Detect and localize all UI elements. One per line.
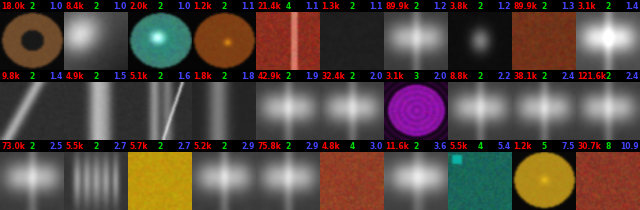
- Text: 2.9: 2.9: [305, 142, 319, 151]
- Text: 5.5k: 5.5k: [449, 142, 468, 151]
- Text: 2.4: 2.4: [625, 72, 639, 81]
- Text: 3.8k: 3.8k: [449, 2, 468, 11]
- Text: 18.0k: 18.0k: [1, 2, 25, 11]
- Text: 3.1k: 3.1k: [577, 2, 596, 11]
- Text: 1.8: 1.8: [241, 72, 255, 81]
- Text: 1.9: 1.9: [305, 72, 319, 81]
- Text: 4: 4: [285, 2, 291, 11]
- Text: 2: 2: [605, 72, 611, 81]
- Text: 9.8k: 9.8k: [1, 72, 20, 81]
- Text: 1.2k: 1.2k: [193, 2, 212, 11]
- Text: 1.2: 1.2: [433, 2, 447, 11]
- Text: 5.5k: 5.5k: [65, 142, 84, 151]
- Text: 2: 2: [93, 2, 99, 11]
- Text: 11.6k: 11.6k: [385, 142, 409, 151]
- Text: 73.0k: 73.0k: [1, 142, 25, 151]
- Text: 2: 2: [157, 72, 163, 81]
- Text: 2: 2: [477, 72, 483, 81]
- Text: 89.9k: 89.9k: [385, 2, 409, 11]
- Text: 2: 2: [541, 2, 547, 11]
- Text: 8.4k: 8.4k: [65, 2, 84, 11]
- Text: 89.9k: 89.9k: [513, 2, 537, 11]
- Text: 2.2: 2.2: [497, 72, 511, 81]
- Text: 2: 2: [29, 142, 35, 151]
- Text: 2.4: 2.4: [561, 72, 575, 81]
- Text: 1.6: 1.6: [177, 72, 191, 81]
- Text: 5.1k: 5.1k: [129, 72, 148, 81]
- Text: 2: 2: [285, 72, 291, 81]
- Text: 1.3: 1.3: [561, 2, 575, 11]
- Text: 4: 4: [477, 142, 483, 151]
- Text: 2: 2: [285, 142, 291, 151]
- Text: 2: 2: [413, 2, 419, 11]
- Text: 121.6k: 121.6k: [577, 72, 606, 81]
- Text: 8.8k: 8.8k: [449, 72, 468, 81]
- Text: 2: 2: [157, 2, 163, 11]
- Text: 1.2: 1.2: [497, 2, 511, 11]
- Text: 1.1: 1.1: [241, 2, 255, 11]
- Text: 2: 2: [349, 72, 355, 81]
- Text: 75.8k: 75.8k: [257, 142, 281, 151]
- Text: 1.3k: 1.3k: [321, 2, 340, 11]
- Text: 2.0k: 2.0k: [129, 2, 148, 11]
- Text: 2: 2: [605, 2, 611, 11]
- Text: 21.4k: 21.4k: [257, 2, 281, 11]
- Text: 1.1: 1.1: [369, 2, 383, 11]
- Text: 2: 2: [541, 72, 547, 81]
- Text: 2: 2: [29, 2, 35, 11]
- Text: 3.0: 3.0: [369, 142, 383, 151]
- Text: 7.5: 7.5: [561, 142, 575, 151]
- Text: 10.9: 10.9: [620, 142, 639, 151]
- Text: 2: 2: [413, 142, 419, 151]
- Text: 2: 2: [221, 2, 227, 11]
- Text: 3.1k: 3.1k: [385, 72, 404, 81]
- Text: 32.4k: 32.4k: [321, 72, 345, 81]
- Text: 5.7k: 5.7k: [129, 142, 148, 151]
- Text: 1.0: 1.0: [177, 2, 191, 11]
- Text: 1.5: 1.5: [113, 72, 127, 81]
- Text: 2: 2: [477, 2, 483, 11]
- Text: 4.8k: 4.8k: [321, 142, 340, 151]
- Text: 2: 2: [221, 72, 227, 81]
- Text: 2.7: 2.7: [177, 142, 191, 151]
- Text: 1.2k: 1.2k: [513, 142, 532, 151]
- Text: 2.0: 2.0: [433, 72, 447, 81]
- Text: 2.0: 2.0: [369, 72, 383, 81]
- Text: 30.7k: 30.7k: [577, 142, 601, 151]
- Text: 2.5: 2.5: [49, 142, 63, 151]
- Text: 1.1: 1.1: [305, 2, 319, 11]
- Text: 5: 5: [541, 142, 547, 151]
- Text: 1.0: 1.0: [113, 2, 127, 11]
- Text: 2: 2: [349, 2, 355, 11]
- Text: 5.2k: 5.2k: [193, 142, 212, 151]
- Text: 1.4: 1.4: [625, 2, 639, 11]
- Text: 2: 2: [93, 142, 99, 151]
- Text: 2: 2: [157, 142, 163, 151]
- Text: 2: 2: [221, 142, 227, 151]
- Text: 38.1k: 38.1k: [513, 72, 537, 81]
- Text: 4.9k: 4.9k: [65, 72, 84, 81]
- Text: 4: 4: [349, 142, 355, 151]
- Text: 1.0: 1.0: [49, 2, 63, 11]
- Text: 1.4: 1.4: [49, 72, 63, 81]
- Text: 2: 2: [93, 72, 99, 81]
- Text: 8: 8: [605, 142, 611, 151]
- Text: 3: 3: [413, 72, 419, 81]
- Text: 3.6: 3.6: [433, 142, 447, 151]
- Text: 1.8k: 1.8k: [193, 72, 212, 81]
- Text: 42.9k: 42.9k: [257, 72, 281, 81]
- Text: 2.7: 2.7: [113, 142, 127, 151]
- Text: 2.9: 2.9: [241, 142, 255, 151]
- Text: 5.4: 5.4: [497, 142, 511, 151]
- Text: 2: 2: [29, 72, 35, 81]
